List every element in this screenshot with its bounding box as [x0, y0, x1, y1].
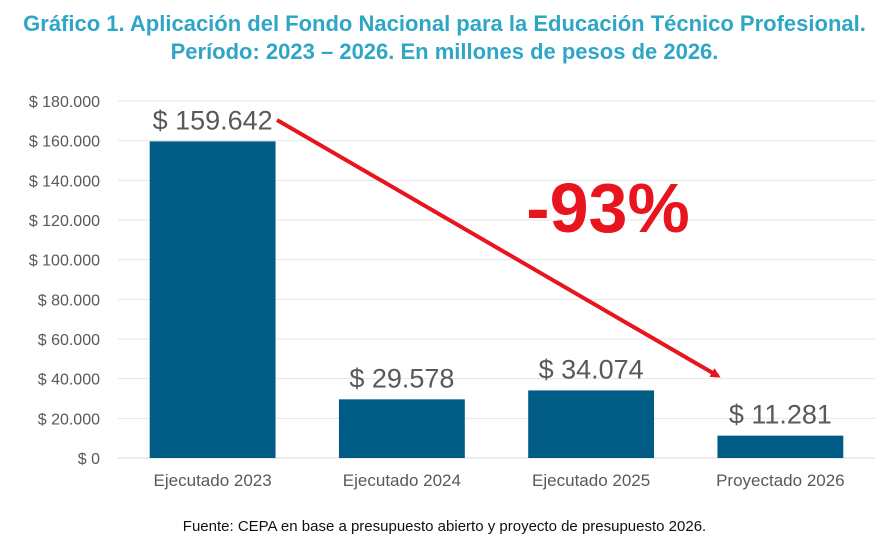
- y-tick-label: $ 160.000: [29, 134, 100, 151]
- value-label: $ 29.578: [349, 363, 454, 393]
- value-label: $ 34.074: [539, 354, 644, 384]
- source-note: Fuente: CEPA en base a presupuesto abier…: [182, 518, 707, 535]
- y-tick-label: $ 40.000: [38, 372, 100, 389]
- x-tick-label: Ejecutado 2025: [532, 471, 650, 490]
- y-tick-label: $ 60.000: [38, 332, 100, 349]
- y-tick-label: $ 0: [78, 451, 100, 468]
- y-tick-label: $ 80.000: [38, 292, 100, 309]
- chart-title-line-2: Período: 2023 – 2026. En millones de pes…: [170, 39, 719, 64]
- bar-chart: $ 0 $ 20.000 $ 40.000 $ 60.000 $ 80.000 $ 100…: [29, 94, 875, 490]
- x-tick-label: Ejecutado 2023: [154, 471, 272, 490]
- value-label: $ 159.642: [153, 105, 273, 135]
- y-tick-label: $ 120.000: [29, 213, 100, 230]
- x-tick-label: Ejecutado 2024: [343, 471, 461, 490]
- chart-title-line-1: Gráfico 1. Aplicación del Fondo Nacional…: [23, 11, 866, 36]
- change-annotation: -93%: [526, 169, 689, 247]
- y-tick-label: $ 180.000: [29, 94, 100, 111]
- bar: [717, 435, 844, 458]
- y-tick-label: $ 100.000: [29, 253, 100, 270]
- x-tick-label: Proyectado 2026: [716, 471, 845, 490]
- y-tick-label: $ 20.000: [38, 411, 100, 428]
- trend-arrow: [275, 118, 721, 378]
- bar: [528, 390, 655, 458]
- value-label: $ 11.281: [729, 400, 832, 430]
- bar: [149, 141, 276, 458]
- y-tick-label: $ 140.000: [29, 173, 100, 190]
- bar: [338, 399, 465, 458]
